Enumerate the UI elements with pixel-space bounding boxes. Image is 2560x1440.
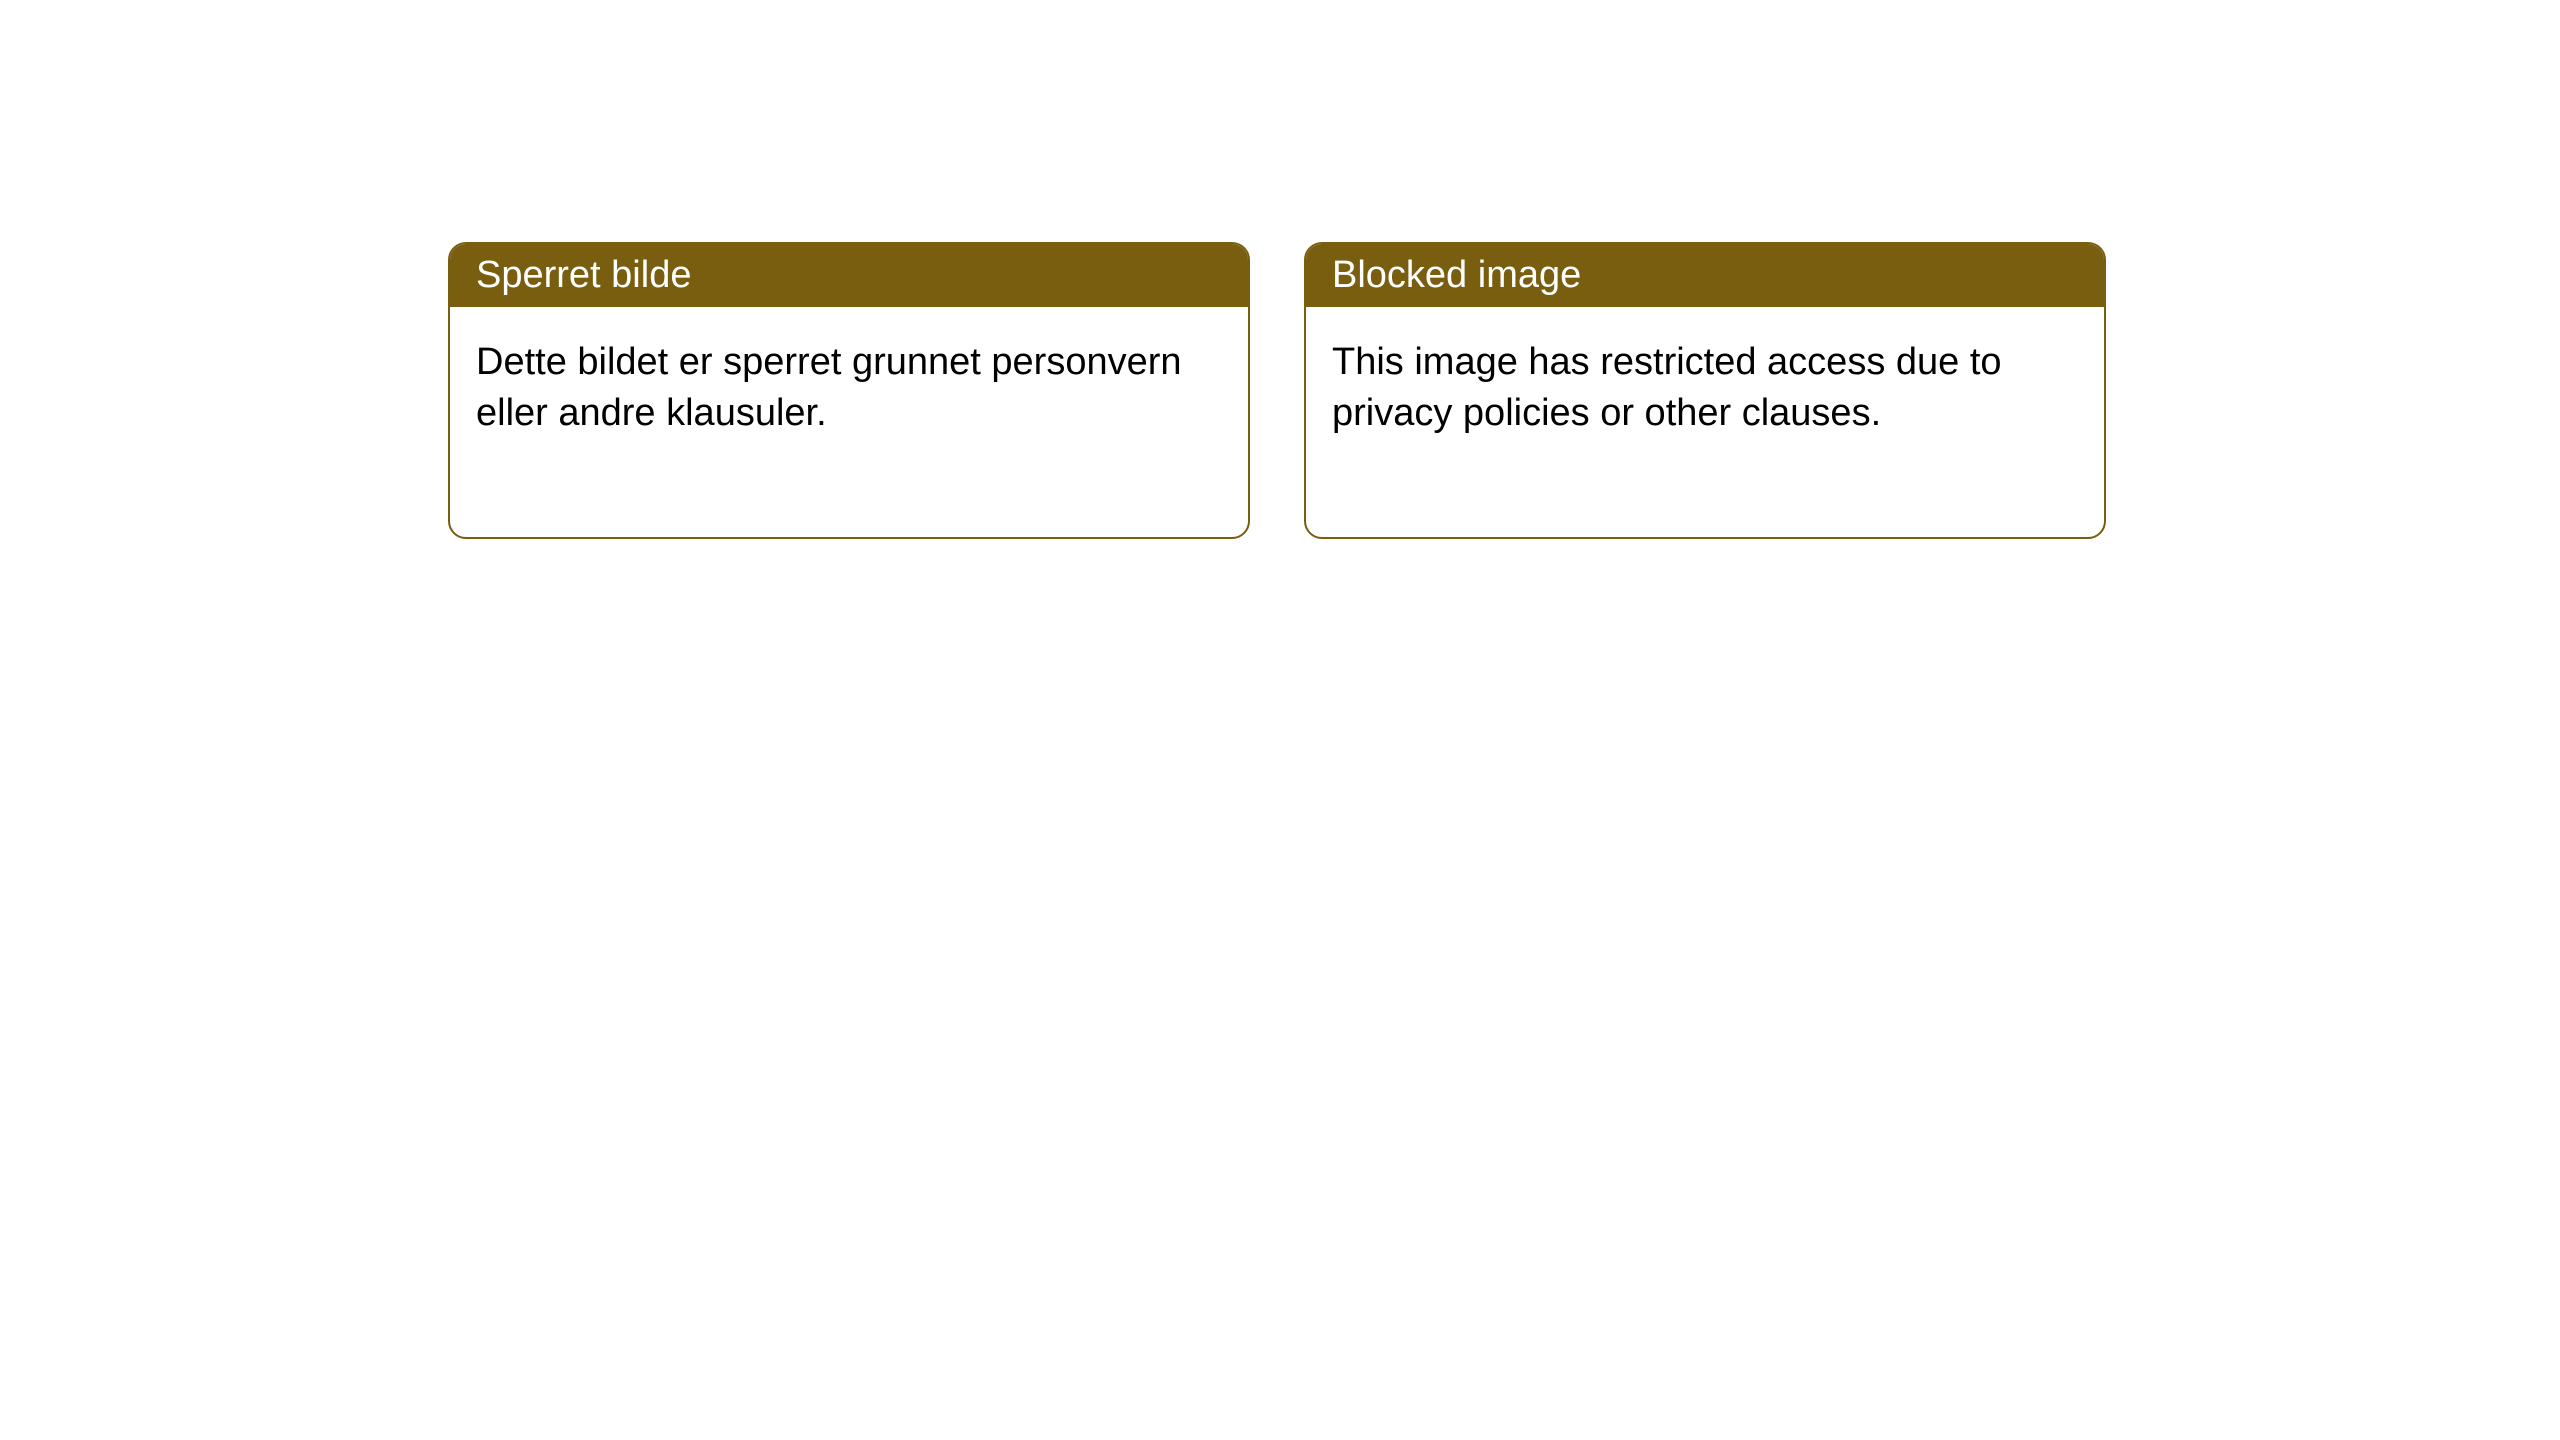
card-english: Blocked image This image has restricted … xyxy=(1304,242,2106,539)
card-norwegian: Sperret bilde Dette bildet er sperret gr… xyxy=(448,242,1250,539)
card-header-norwegian: Sperret bilde xyxy=(450,244,1248,307)
card-body-english: This image has restricted access due to … xyxy=(1306,307,2104,537)
cards-container: Sperret bilde Dette bildet er sperret gr… xyxy=(448,242,2106,539)
card-header-english: Blocked image xyxy=(1306,244,2104,307)
card-body-norwegian: Dette bildet er sperret grunnet personve… xyxy=(450,307,1248,537)
